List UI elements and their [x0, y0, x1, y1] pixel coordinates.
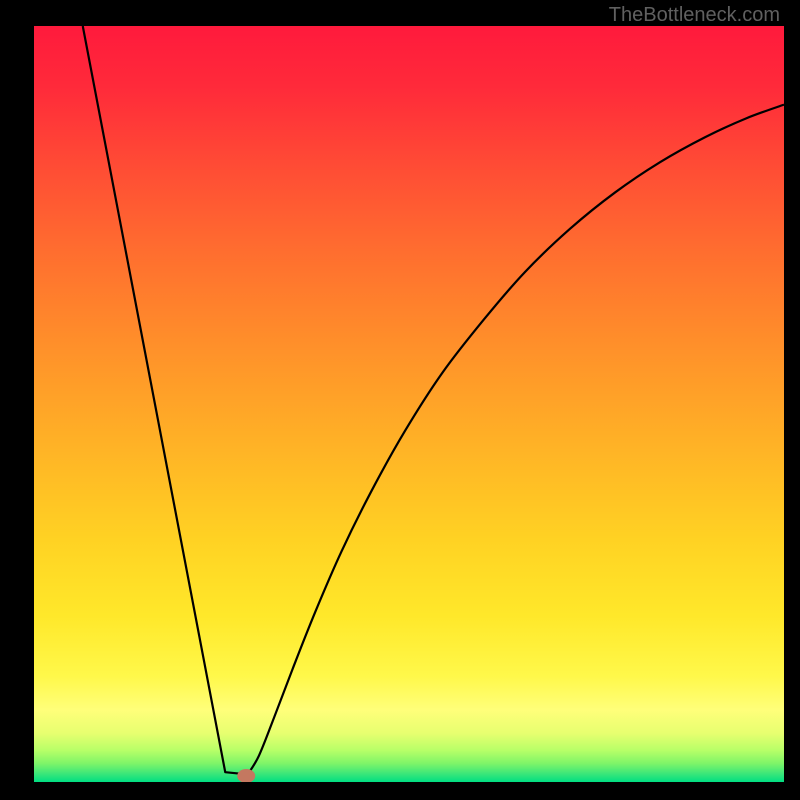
chart-svg [34, 26, 784, 782]
gradient-background [34, 26, 784, 782]
chart-root: TheBottleneck.com [0, 0, 800, 800]
plot-area [34, 26, 784, 782]
watermark-text: TheBottleneck.com [609, 4, 780, 27]
